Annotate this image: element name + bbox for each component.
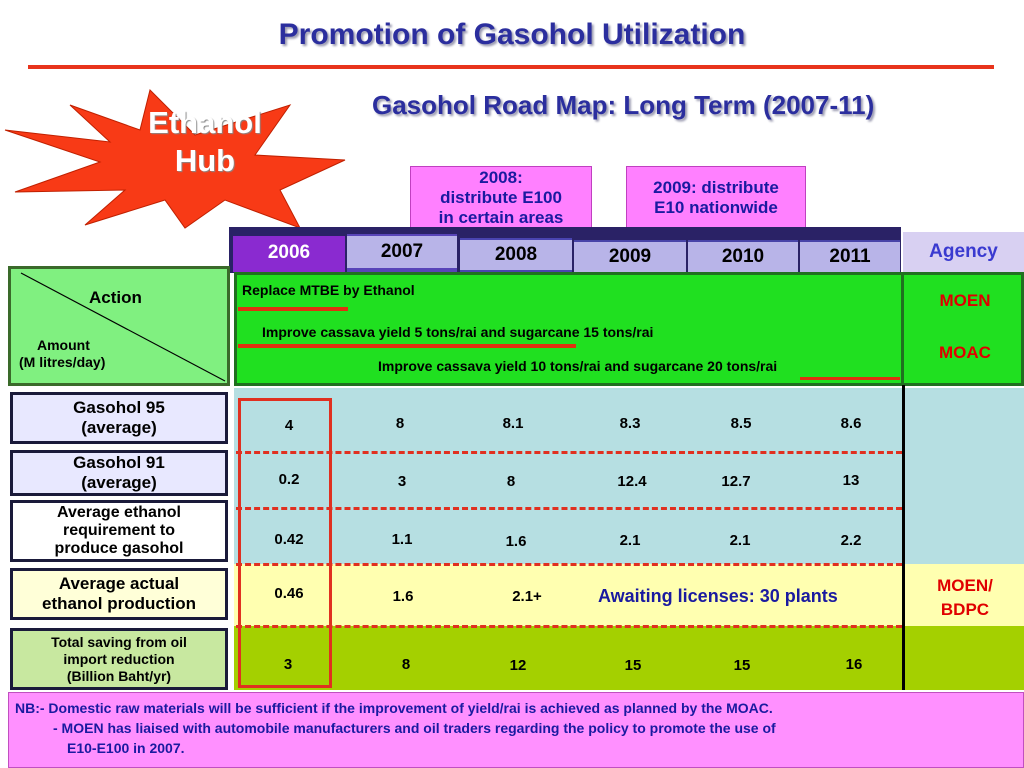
row-label-total-saving-line1: Total saving from oil xyxy=(51,633,187,650)
row-label-total-saving-line3: (Billion Baht/yr) xyxy=(66,667,172,684)
cell-g95-2010: 8.5 xyxy=(730,415,752,432)
year-2007: 2007 xyxy=(347,236,457,268)
callout-2009-line1: 2009: distribute xyxy=(653,178,779,197)
row-divider-4 xyxy=(236,625,902,628)
cell-g91-2011: 13 xyxy=(842,472,860,489)
diagonal-divider xyxy=(20,272,226,382)
cell-req-2007: 1.1 xyxy=(391,531,413,548)
roadmap-subtitle: Gasohol Road Map: Long Term (2007-11) xyxy=(372,90,875,120)
row-label-total-saving-line2: import reduction xyxy=(63,650,175,667)
note-line-1: NB:- Domestic raw materials will be suff… xyxy=(15,700,773,716)
row-label-ethanol-requirement-line1: Average ethanol xyxy=(57,504,181,521)
row-divider-2 xyxy=(236,507,902,510)
year-2011: 2011 xyxy=(800,242,900,272)
row-label-ethanol-requirement-line2: requirement to xyxy=(62,522,175,539)
cell-prod-2006: 0.46 xyxy=(274,585,304,602)
cell-saving-2006: 3 xyxy=(283,656,293,673)
row-divider-3 xyxy=(236,563,902,566)
cell-prod-2008: 2.1+ xyxy=(512,588,542,605)
action-improve-yield-10: Improve cassava yield 10 tons/rai and su… xyxy=(378,358,778,374)
cell-g91-2009: 12.4 xyxy=(617,473,647,490)
row-label-ethanol-production-line1: Average actual xyxy=(58,574,180,593)
row-label-gasohol-95: Gasohol 95 (average) xyxy=(10,392,228,444)
burst-line-1: Ethanol xyxy=(148,105,262,140)
agency-moen-bdpc-line1: MOEN/ xyxy=(937,576,993,595)
amount-label: Amount xyxy=(37,337,90,353)
year-2010: 2010 xyxy=(688,242,798,272)
saving-band xyxy=(234,626,1024,690)
agency-moen: MOEN xyxy=(939,291,991,310)
cell-g95-2011: 8.6 xyxy=(840,415,862,432)
cell-saving-2011: 16 xyxy=(845,656,863,673)
cell-saving-2008: 12 xyxy=(509,657,527,674)
ethanol-hub-burst-icon xyxy=(4,89,346,229)
cell-g95-2009: 8.3 xyxy=(619,415,641,432)
action-label: Action xyxy=(89,288,142,307)
year-2006-highlight xyxy=(238,398,332,688)
cell-g95-2007: 8 xyxy=(395,415,405,432)
cell-g91-2010: 12.7 xyxy=(721,473,751,490)
agency-moen-bdpc: MOEN/ BDPC xyxy=(906,574,1024,622)
row-label-total-saving: Total saving from oil import reduction (… xyxy=(10,628,228,690)
cell-req-2011: 2.2 xyxy=(840,532,862,549)
callout-2008-line2: distribute E100 xyxy=(440,188,562,207)
year-2009: 2009 xyxy=(574,242,686,272)
callout-2008-line1: 2008: xyxy=(479,168,523,187)
production-band xyxy=(234,564,1024,626)
row-label-gasohol-91: Gasohol 91 (average) xyxy=(10,450,228,496)
cell-prod-2007: 1.6 xyxy=(392,588,414,605)
agency-header: Agency xyxy=(903,232,1024,272)
page-title: Promotion of Gasohol Utilization xyxy=(278,18,746,51)
cell-g91-2007: 3 xyxy=(397,473,407,490)
amount-unit-label: (M litres/day) xyxy=(19,354,106,370)
year-2006: 2006 xyxy=(267,242,311,263)
callout-2008: 2008: distribute E100 in certain areas xyxy=(410,166,592,230)
cell-g91-2008: 8 xyxy=(506,473,516,490)
action-replace-mtbe-bar xyxy=(238,307,348,311)
cell-req-2009: 2.1 xyxy=(619,532,641,549)
actions-panel xyxy=(234,272,1024,386)
cell-req-2006: 0.42 xyxy=(274,531,304,548)
cell-saving-2009: 15 xyxy=(624,657,642,674)
year-2008: 2008 xyxy=(460,240,572,270)
action-amount-box: Action Amount (M litres/day) xyxy=(8,266,230,386)
callout-2008-line3: in certain areas xyxy=(438,208,564,227)
cell-req-2008: 1.6 xyxy=(505,533,527,550)
action-improve-yield-10-bar xyxy=(800,377,900,380)
row-label-gasohol-91-line1: Gasohol 91 xyxy=(73,453,165,472)
note-line-3: E10-E100 in 2007. xyxy=(67,740,185,756)
cell-saving-2007: 8 xyxy=(401,656,411,673)
note-line-2: - MOEN has liaised with automobile manuf… xyxy=(53,720,776,736)
awaiting-licenses-note: Awaiting licenses: 30 plants xyxy=(598,586,838,606)
agency-moac: MOAC xyxy=(939,343,991,362)
year-block-2006 xyxy=(233,236,345,272)
action-improve-yield-5-bar xyxy=(238,344,576,348)
callout-2009: 2009: distribute E10 nationwide xyxy=(626,166,806,230)
title-underline xyxy=(28,65,994,69)
action-improve-yield-5: Improve cassava yield 5 tons/rai and sug… xyxy=(262,324,654,340)
cell-g95-2006: 4 xyxy=(284,417,294,434)
agency-moen-bdpc-line2: BDPC xyxy=(940,600,990,619)
callout-2009-line2: E10 nationwide xyxy=(654,198,778,217)
agency-divider-top xyxy=(901,275,904,383)
cell-req-2010: 2.1 xyxy=(729,532,751,549)
burst-line-2: Hub xyxy=(174,143,236,178)
agency-divider xyxy=(902,385,905,690)
action-replace-mtbe: Replace MTBE by Ethanol xyxy=(242,282,415,298)
cell-g91-2006: 0.2 xyxy=(278,471,300,488)
row-label-gasohol-91-line2: (average) xyxy=(81,473,157,492)
cell-saving-2010: 15 xyxy=(733,657,751,674)
consumption-band xyxy=(234,388,1024,564)
notes-box: NB:- Domestic raw materials will be suff… xyxy=(8,692,1024,768)
row-label-ethanol-production-line2: ethanol production xyxy=(42,594,196,613)
row-label-gasohol-95-line1: Gasohol 95 xyxy=(73,398,165,417)
row-divider-1 xyxy=(236,451,902,454)
row-label-ethanol-production: Average actual ethanol production xyxy=(10,568,228,620)
row-label-ethanol-requirement: Average ethanol requirement to produce g… xyxy=(10,500,228,562)
row-label-gasohol-95-line2: (average) xyxy=(81,418,157,437)
cell-g95-2008: 8.1 xyxy=(502,415,524,432)
row-label-ethanol-requirement-line3: produce gasohol xyxy=(54,540,184,557)
ethanol-hub-label: Ethanol Hub xyxy=(135,104,275,180)
